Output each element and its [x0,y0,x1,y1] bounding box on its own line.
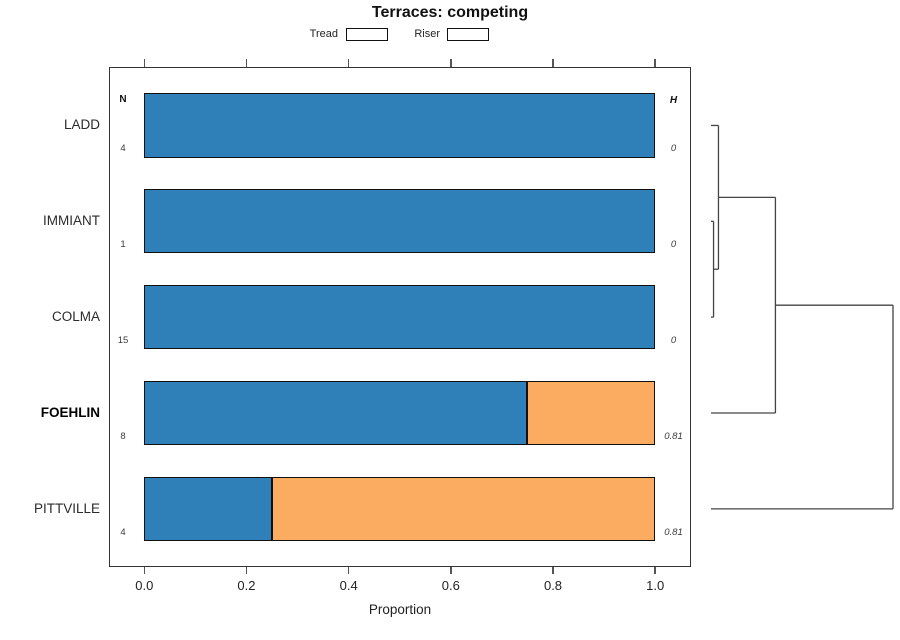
x-tick-label: 0.2 [237,577,256,593]
x-tick-mark-bottom [347,567,350,574]
bar-segment-riser [272,476,656,541]
plot-frame [109,67,691,567]
x-tick-label: 1.0 [646,577,665,593]
n-value: 15 [117,334,129,346]
x-tick-label: 0.8 [543,577,563,593]
n-value: 1 [120,238,126,250]
y-axis-label: IMMIANT [43,213,100,229]
x-tick-mark-bottom [143,567,146,574]
chart-title: Terraces: competing [371,4,529,21]
bar-segment-riser [527,380,656,446]
n-column-header: N [119,94,127,105]
x-axis-title: Proportion [368,602,432,617]
legend-swatch-tread-icon [346,27,388,41]
x-tick-mark-bottom [552,567,554,574]
y-axis-label: FOEHLIN [40,405,100,420]
x-tick-label: 0.6 [441,577,460,593]
x-tick-mark-top [245,59,248,67]
x-tick-mark-top [552,59,554,67]
x-tick-mark-top [450,59,452,67]
h-value: 0.81 [664,430,683,442]
x-tick-mark-top [347,59,350,67]
legend-label-tread: Tread [309,28,338,40]
h-value: 0 [670,334,677,346]
legend-label-riser: Riser [414,28,440,40]
y-axis-label: COLMA [51,309,100,325]
bar-segment-tread [144,476,273,541]
n-value: 4 [120,143,126,155]
x-tick-label: 0.4 [339,577,358,593]
legend-swatch-riser-icon [446,27,489,41]
x-tick-mark-top [654,59,656,67]
x-tick-label: 0.0 [135,577,154,593]
x-tick-mark-bottom [654,567,656,574]
x-tick-mark-bottom [245,567,248,574]
bar-segment-tread [144,285,656,350]
bar-segment-tread [144,93,656,158]
x-tick-mark-top [143,59,146,67]
h-value: 0.81 [664,526,683,538]
h-value: 0 [670,238,677,250]
n-value: 8 [120,430,126,442]
y-axis-label: PITTVILLE [33,500,100,516]
n-value: 4 [120,526,126,538]
h-column-header: H [669,94,678,106]
bar-segment-tread [144,380,528,446]
x-tick-mark-bottom [450,567,452,574]
y-axis-label: LADD [63,117,100,133]
h-value: 0 [670,143,677,155]
bar-segment-tread [144,189,656,254]
